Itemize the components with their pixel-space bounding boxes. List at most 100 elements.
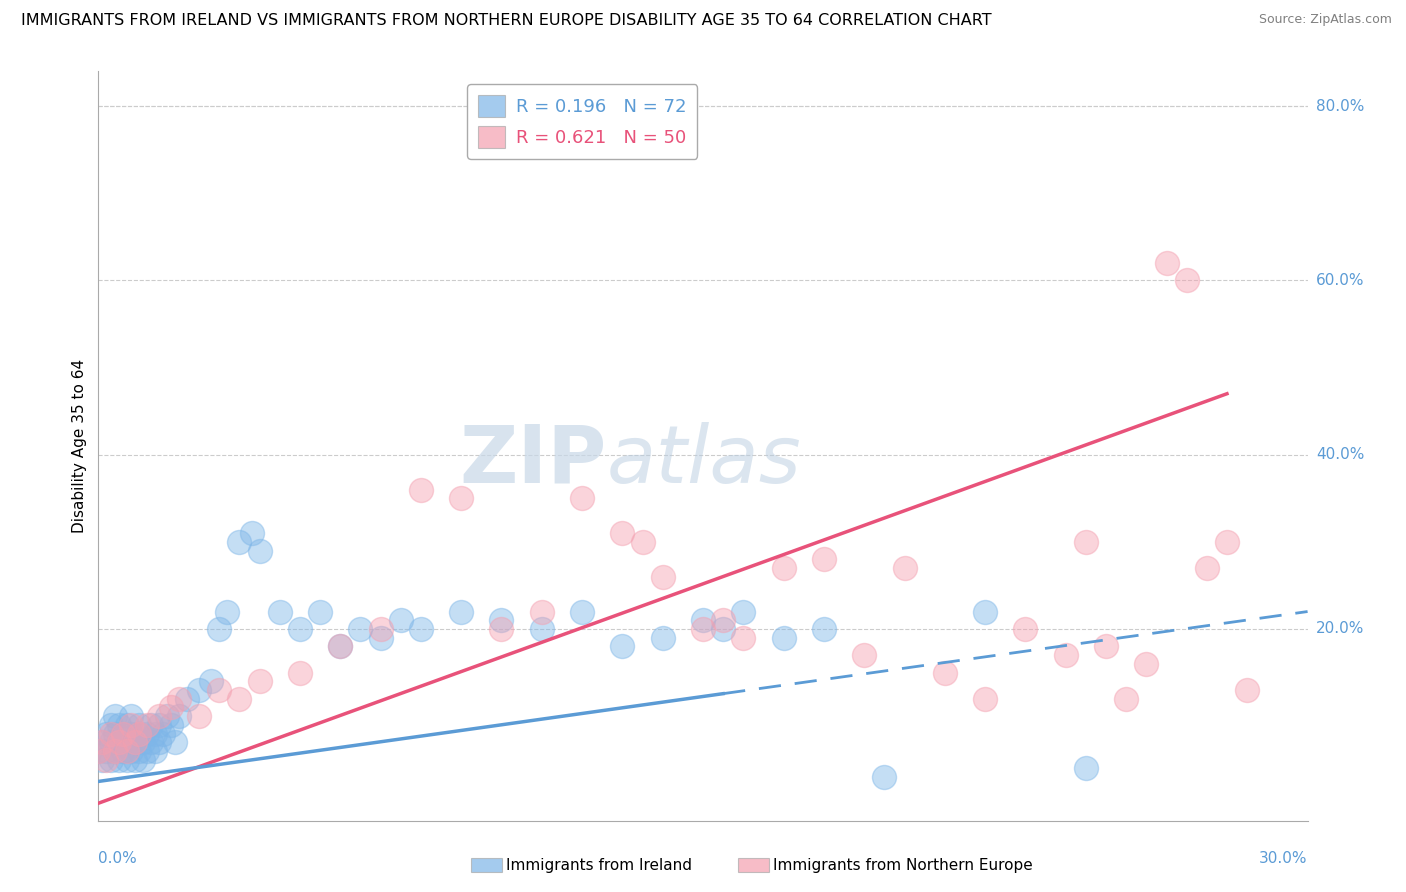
Point	[370, 631, 392, 645]
Point	[188, 709, 211, 723]
Point	[1236, 682, 1258, 697]
Point	[530, 605, 553, 619]
Point	[450, 605, 472, 619]
Point	[111, 726, 134, 740]
Point	[309, 605, 332, 619]
Text: ZIP: ZIP	[458, 422, 606, 500]
Point	[1175, 273, 1198, 287]
Point	[152, 726, 174, 740]
Point	[772, 561, 794, 575]
Point	[813, 622, 835, 636]
Point	[128, 726, 150, 740]
Point	[128, 744, 150, 758]
Point	[200, 674, 222, 689]
Point	[100, 753, 122, 767]
Point	[228, 691, 250, 706]
Point	[1074, 534, 1097, 549]
Point	[163, 735, 186, 749]
Point	[91, 735, 114, 749]
Point	[128, 726, 150, 740]
Point	[491, 622, 513, 636]
Point	[148, 735, 170, 749]
Point	[120, 744, 142, 758]
Point	[612, 640, 634, 654]
Point	[139, 735, 162, 749]
Point	[115, 735, 138, 749]
Point	[87, 744, 110, 758]
Point	[167, 709, 190, 723]
Point	[612, 526, 634, 541]
Point	[1156, 256, 1178, 270]
Point	[1115, 691, 1137, 706]
Point	[167, 691, 190, 706]
Point	[115, 744, 138, 758]
Point	[124, 735, 146, 749]
Point	[148, 718, 170, 732]
Text: 60.0%: 60.0%	[1316, 273, 1364, 288]
Point	[124, 735, 146, 749]
Point	[135, 718, 157, 732]
Point	[329, 640, 352, 654]
Point	[571, 605, 593, 619]
Point	[139, 718, 162, 732]
Point	[349, 622, 371, 636]
Point	[370, 622, 392, 636]
Point	[111, 726, 134, 740]
Point	[120, 709, 142, 723]
Point	[974, 691, 997, 706]
Point	[107, 753, 129, 767]
Point	[1054, 648, 1077, 662]
Point	[120, 726, 142, 740]
Point	[91, 753, 114, 767]
Point	[772, 631, 794, 645]
Point	[96, 753, 118, 767]
Point	[217, 605, 239, 619]
Point	[188, 682, 211, 697]
Text: IMMIGRANTS FROM IRELAND VS IMMIGRANTS FROM NORTHERN EUROPE DISABILITY AGE 35 TO : IMMIGRANTS FROM IRELAND VS IMMIGRANTS FR…	[21, 13, 991, 29]
Point	[100, 735, 122, 749]
Point	[651, 631, 673, 645]
Point	[711, 622, 734, 636]
Point	[651, 570, 673, 584]
Point	[160, 700, 183, 714]
Point	[873, 770, 896, 784]
Point	[103, 726, 125, 740]
Point	[1195, 561, 1218, 575]
Point	[208, 682, 231, 697]
Text: 0.0%: 0.0%	[98, 851, 138, 866]
Point	[115, 718, 138, 732]
Point	[103, 744, 125, 758]
Point	[107, 718, 129, 732]
Point	[91, 735, 114, 749]
Point	[329, 640, 352, 654]
Point	[249, 674, 271, 689]
Point	[100, 726, 122, 740]
Point	[692, 622, 714, 636]
Point	[124, 753, 146, 767]
Point	[1095, 640, 1118, 654]
Point	[96, 744, 118, 758]
Text: Immigrants from Ireland: Immigrants from Ireland	[506, 858, 692, 872]
Text: 80.0%: 80.0%	[1316, 99, 1364, 113]
Point	[132, 735, 155, 749]
Point	[1135, 657, 1157, 671]
Point	[1216, 534, 1239, 549]
Point	[107, 735, 129, 749]
Point	[156, 709, 179, 723]
Point	[135, 744, 157, 758]
Point	[132, 753, 155, 767]
Text: Immigrants from Northern Europe: Immigrants from Northern Europe	[773, 858, 1033, 872]
Point	[934, 665, 956, 680]
Point	[450, 491, 472, 506]
Y-axis label: Disability Age 35 to 64: Disability Age 35 to 64	[72, 359, 87, 533]
Point	[530, 622, 553, 636]
Point	[87, 744, 110, 758]
Text: 20.0%: 20.0%	[1316, 622, 1364, 637]
Point	[228, 534, 250, 549]
Point	[733, 605, 755, 619]
Point	[692, 613, 714, 627]
Point	[571, 491, 593, 506]
Point	[711, 613, 734, 627]
Point	[631, 534, 654, 549]
Text: 40.0%: 40.0%	[1316, 447, 1364, 462]
